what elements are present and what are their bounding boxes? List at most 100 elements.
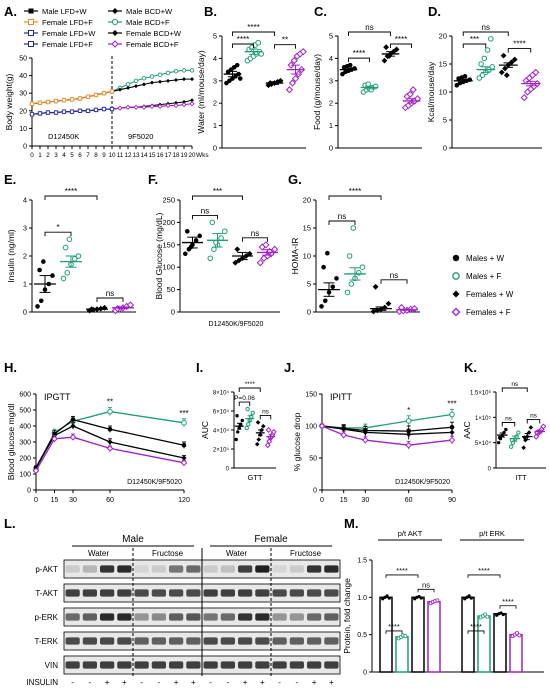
data-point: [504, 427, 508, 432]
blot-band: [255, 565, 270, 573]
panel-G: 0 5 10 15 20 HOMA-IR ns ns ****: [290, 187, 420, 317]
significance-label: ****: [478, 566, 490, 575]
blot-band: [203, 661, 218, 669]
data-point: [236, 430, 240, 434]
blot-band: [117, 565, 132, 573]
data-point: [85, 108, 91, 113]
blot-band: [324, 565, 339, 573]
blot-band: [307, 661, 322, 669]
panel-letter-K: K.: [464, 360, 477, 375]
group-label: p/t AKT: [398, 529, 423, 538]
blot-band: [65, 661, 80, 669]
blot-band: [82, 637, 97, 645]
y-tick-label: 0: [226, 467, 230, 473]
data-point: [37, 267, 42, 273]
significance-label: ns: [511, 381, 519, 388]
data-point: [277, 77, 284, 84]
y-tick-label: 0: [313, 488, 317, 495]
data-point: [318, 422, 326, 430]
panel-letter-F: F.: [148, 172, 158, 187]
y-tick-label: 50: [19, 56, 27, 63]
blot-band: [220, 637, 235, 645]
data-point: [508, 444, 514, 449]
y-tick-label: 0: [27, 488, 31, 495]
data-point: [325, 250, 330, 256]
x-tick-label: 30: [361, 497, 369, 504]
data-point: [173, 102, 179, 109]
blot-band: [117, 661, 132, 669]
blot-band: [289, 637, 304, 645]
significance-label: ***: [213, 187, 222, 196]
data-point: [346, 253, 353, 259]
data-point: [29, 101, 35, 106]
data-point: [149, 74, 155, 79]
group-label: p/t ERK: [479, 529, 505, 538]
data-point: [502, 430, 506, 435]
data-point: [69, 97, 75, 102]
blot-band: [324, 613, 339, 621]
panel-F: 0 50 100 150 200 250 Blood Glucose (mg/dL) D124…: [154, 187, 280, 328]
blot-band: [134, 589, 149, 597]
blot-band: [169, 589, 184, 597]
significance-bracket: [238, 401, 251, 407]
y-tick-label: 5: [213, 32, 217, 41]
significance-label: ***: [179, 409, 188, 418]
significance-label: ***: [470, 35, 479, 44]
significance-label: ****: [396, 566, 408, 575]
y-tick-label: 50: [309, 456, 317, 463]
x-tick-label: 10: [108, 152, 116, 159]
blot-band: [151, 637, 166, 645]
data-point: [141, 104, 147, 110]
y-tick-label: 0: [23, 308, 27, 317]
data-point: [183, 251, 188, 257]
blot-row-label: VIN: [45, 661, 59, 670]
data-point: [182, 77, 186, 82]
data-point: [32, 467, 40, 475]
y-tick-label: 15: [303, 224, 311, 233]
insulin-mark: +: [243, 678, 248, 687]
significance-bracket: [328, 220, 356, 225]
significance-label: ****: [388, 622, 400, 631]
data-point: [256, 259, 264, 267]
significance-label: ****: [502, 597, 514, 606]
data-point: [101, 91, 107, 96]
svg-text:Females + F: Females + F: [466, 308, 511, 317]
data-point: [483, 612, 488, 617]
y-axis-label: Water (ml/mouse/day): [196, 50, 206, 133]
y-axis-label: Food (g/mouse/day): [312, 54, 322, 130]
svg-text:Female BCD+W: Female BCD+W: [126, 29, 182, 38]
insulin-mark: +: [174, 678, 179, 687]
significance-label: ns: [530, 412, 538, 419]
data-point: [262, 241, 270, 249]
data-point: [133, 104, 139, 110]
insulin-mark: -: [296, 678, 299, 687]
data-point: [540, 423, 547, 430]
svg-text:Female LFD+F: Female LFD+F: [42, 18, 93, 27]
significance-label: ns: [338, 212, 346, 221]
y-tick-label: 1.0: [357, 595, 367, 602]
data-point: [142, 82, 146, 87]
significance-label: ***: [447, 399, 456, 408]
bar: [509, 633, 523, 673]
blot-band: [169, 565, 184, 573]
y-tick-label: 10: [439, 88, 447, 97]
data-point: [165, 70, 171, 76]
significance-bracket: [462, 31, 509, 36]
blot-band: [82, 661, 97, 669]
data-point: [517, 633, 522, 638]
data-point: [270, 428, 277, 435]
significance-bracket: [242, 237, 268, 242]
legend-A-item: Female LFD+F: [24, 40, 93, 49]
data-point: [189, 68, 195, 73]
y-tick-label: 1: [23, 280, 27, 289]
significance-label: ns: [482, 23, 490, 32]
data-point: [516, 430, 521, 435]
y-tick-label: 1.5: [357, 558, 367, 565]
data-point: [405, 418, 412, 424]
significance-label: ns: [251, 229, 259, 238]
blot-band: [65, 565, 80, 573]
data-point: [245, 406, 250, 412]
data-point: [37, 100, 43, 106]
blot-band: [307, 637, 322, 645]
